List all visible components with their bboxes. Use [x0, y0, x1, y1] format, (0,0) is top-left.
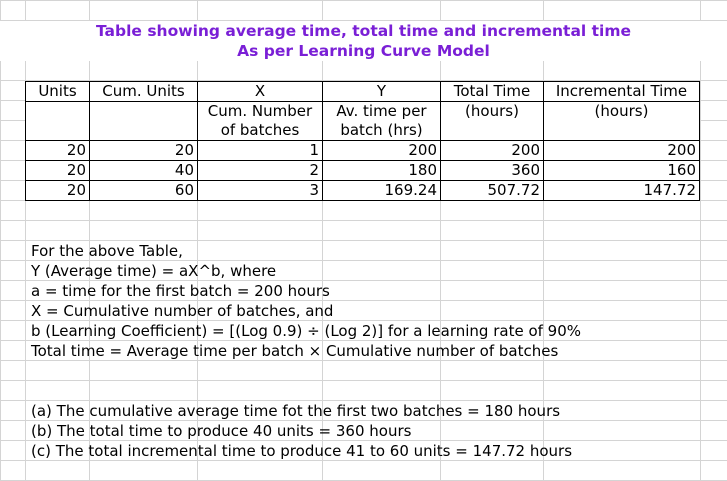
cell-units: 20: [25, 140, 90, 161]
cell-total-time: 200: [440, 140, 544, 161]
header-cum-units: Cum. Units: [89, 81, 198, 102]
header-incremental-time: Incremental Time: [543, 81, 700, 102]
subheader-cell: [89, 101, 198, 121]
subheader-cell: Av. time per: [322, 101, 441, 121]
header-total-time: Total Time: [440, 81, 544, 102]
note-line: b (Learning Coefficient) = [(Log 0.9) ÷ …: [31, 322, 582, 340]
cell-incremental-time: 200: [543, 140, 700, 161]
answer-line: (a) The cumulative average time fot the …: [31, 402, 561, 420]
cell-x: 1: [197, 140, 323, 161]
cell-y: 169.24: [322, 180, 441, 201]
table-header-row: Units Cum. Units X Y Total Time Incremen…: [25, 81, 700, 102]
subheader-cell: Cum. Number: [197, 101, 323, 121]
table-subheader-row-1: Cum. Number Av. time per (hours) (hours): [25, 101, 700, 121]
header-x: X: [197, 81, 323, 102]
note-line: Total time = Average time per batch × Cu…: [31, 342, 559, 360]
header-y: Y: [322, 81, 441, 102]
header-units: Units: [25, 81, 90, 102]
cell-x: 3: [197, 180, 323, 201]
learning-curve-table: Units Cum. Units X Y Total Time Incremen…: [25, 81, 700, 201]
subheader-cell: [89, 121, 198, 141]
table-row: 20 60 3 169.24 507.72 147.72: [25, 180, 700, 201]
cell-units: 20: [25, 180, 90, 201]
subheader-cell: [25, 121, 90, 141]
subheader-cell: (hours): [543, 101, 700, 121]
cell-y: 180: [322, 160, 441, 181]
subheader-cell: batch (hrs): [322, 121, 441, 141]
cell-cum-units: 40: [89, 160, 198, 181]
subheader-cell: (hours): [440, 101, 544, 121]
cell-cum-units: 20: [89, 140, 198, 161]
note-line: X = Cumulative number of batches, and: [31, 302, 334, 320]
subheader-cell: [543, 121, 700, 141]
answer-line: (b) The total time to produce 40 units =…: [31, 422, 412, 440]
cell-cum-units: 60: [89, 180, 198, 201]
cell-y: 200: [322, 140, 441, 161]
answer-line: (c) The total incremental time to produc…: [31, 442, 573, 460]
cell-incremental-time: 160: [543, 160, 700, 181]
table-subheader-row-2: of batches batch (hrs): [25, 121, 700, 141]
formula-notes: For the above Table, Y (Average time) = …: [31, 241, 581, 361]
title-line-2: As per Learning Curve Model: [0, 41, 727, 61]
cell-total-time: 507.72: [440, 180, 544, 201]
subheader-cell: [25, 101, 90, 121]
cell-units: 20: [25, 160, 90, 181]
title-line-1: Table showing average time, total time a…: [0, 21, 727, 41]
table-row: 20 20 1 200 200 200: [25, 140, 700, 161]
subheader-cell: [440, 121, 544, 141]
cell-x: 2: [197, 160, 323, 181]
cell-total-time: 360: [440, 160, 544, 181]
cell-incremental-time: 147.72: [543, 180, 700, 201]
note-line: a = time for the first batch = 200 hours: [31, 282, 330, 300]
answers: (a) The cumulative average time fot the …: [31, 401, 572, 461]
note-line: For the above Table,: [31, 242, 183, 260]
note-line: Y (Average time) = aX^b, where: [31, 262, 277, 280]
table-row: 20 40 2 180 360 160: [25, 160, 700, 181]
subheader-cell: of batches: [197, 121, 323, 141]
